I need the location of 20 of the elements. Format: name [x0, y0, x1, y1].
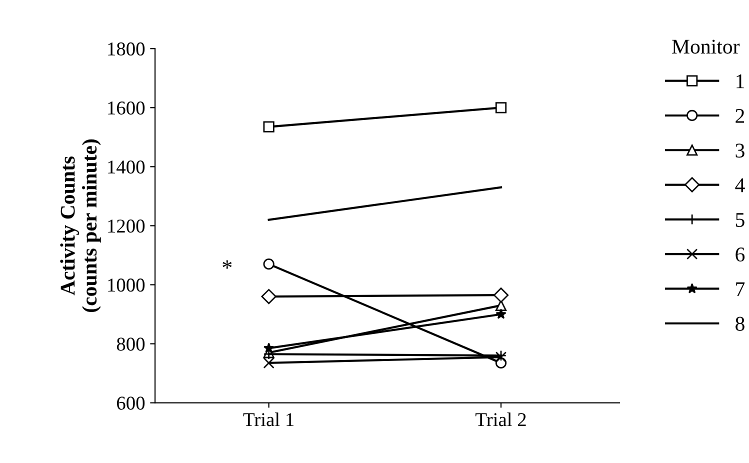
legend-label: 1	[736, 74, 744, 88]
legend-label: 4	[735, 178, 745, 192]
y-tick-label: 1000	[108, 278, 145, 292]
legend-label: 5	[736, 213, 744, 227]
legend-label: 8	[736, 316, 744, 331]
legend-label: 7	[736, 282, 745, 296]
annotation: *	[222, 260, 232, 269]
y-tick-label: 1800	[108, 42, 145, 56]
legend-label: 2	[736, 108, 744, 123]
y-tick-label: 600	[116, 396, 145, 410]
legend-label: 3	[736, 144, 744, 158]
y-tick-label: 1200	[108, 220, 145, 233]
x-tick-label: Trial 1	[243, 412, 294, 426]
legend-title: Monitor	[672, 40, 740, 54]
x-tick-label: Trial 2	[476, 412, 526, 426]
legend-label: 6	[736, 248, 745, 262]
y-axis-title: Activity Counts (counts per minute)	[60, 139, 101, 312]
y-tick-label: 1400	[108, 160, 145, 174]
y-tick-label: 800	[116, 338, 145, 351]
y-tick-label: 1600	[108, 101, 145, 115]
